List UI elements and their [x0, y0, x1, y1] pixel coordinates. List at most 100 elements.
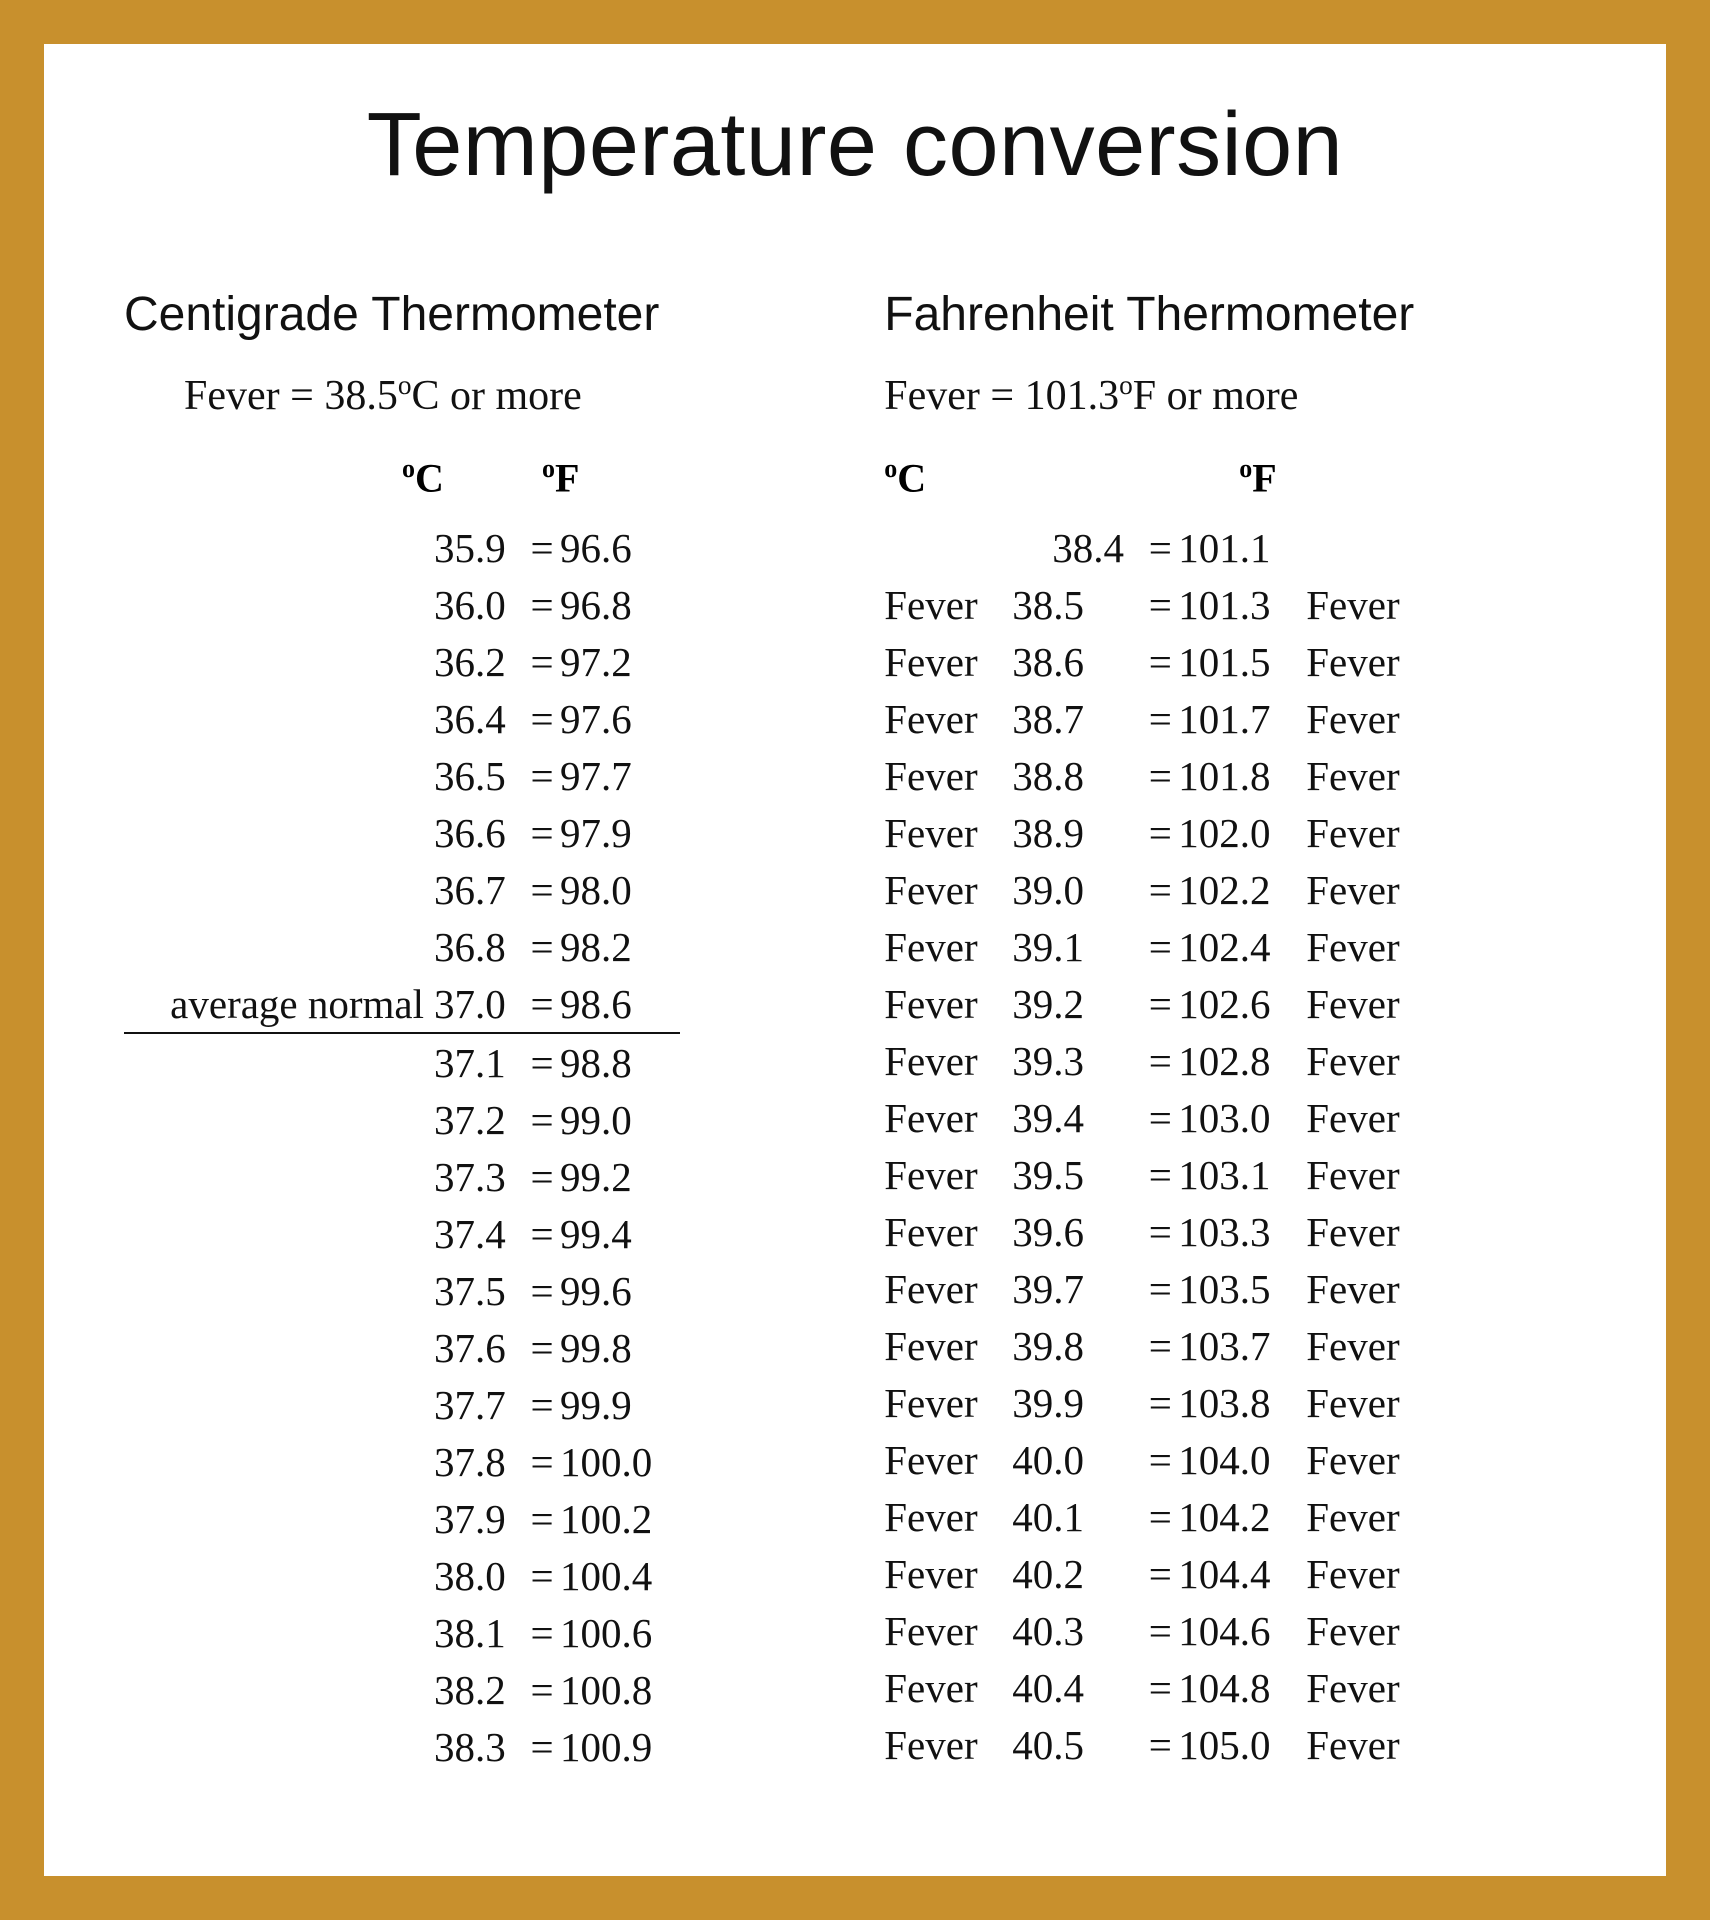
page-title: Temperature conversion	[124, 94, 1586, 197]
equals-sign: =	[524, 1091, 560, 1148]
row-prefix: Fever	[884, 1317, 1012, 1374]
equals-sign: =	[524, 1604, 560, 1661]
row-suffix: Fever	[1298, 975, 1426, 1032]
fahrenheit-value: 104.6	[1178, 1602, 1298, 1659]
row-prefix: Fever	[884, 1431, 1012, 1488]
row-suffix	[680, 1148, 808, 1205]
row-suffix	[680, 1262, 808, 1319]
celsius-value: 38.5	[1012, 576, 1142, 633]
celsius-value: 38.4	[1012, 519, 1142, 576]
table-row: Fever39.3=102.8Fever	[884, 1032, 1426, 1089]
row-suffix: Fever	[1298, 1260, 1426, 1317]
row-prefix	[124, 1490, 434, 1547]
row-suffix	[680, 1547, 808, 1604]
row-suffix: Fever	[1298, 1146, 1426, 1203]
row-suffix: Fever	[1298, 690, 1426, 747]
equals-sign: =	[524, 1490, 560, 1547]
table-row: 36.7=98.0	[124, 861, 808, 918]
equals-sign: =	[1142, 1146, 1178, 1203]
table-row: Fever39.7=103.5Fever	[884, 1260, 1426, 1317]
fever-note-after: F or more	[1133, 373, 1299, 419]
row-prefix	[124, 1718, 434, 1775]
celsius-value: 39.4	[1012, 1089, 1142, 1146]
celsius-value: 38.8	[1012, 747, 1142, 804]
equals-sign: =	[1142, 1659, 1178, 1716]
fahrenheit-value: 99.6	[560, 1262, 680, 1319]
header-celsius: oC	[884, 454, 1229, 501]
fahrenheit-value: 98.0	[560, 861, 680, 918]
celsius-value: 38.6	[1012, 633, 1142, 690]
row-prefix	[124, 1148, 434, 1205]
fever-note-before: Fever = 101.3	[884, 373, 1119, 419]
celsius-value: 37.5	[434, 1262, 524, 1319]
fahrenheit-value: 104.4	[1178, 1545, 1298, 1602]
row-prefix	[124, 861, 434, 918]
row-prefix: Fever	[884, 861, 1012, 918]
table-row: Fever38.8=101.8Fever	[884, 747, 1426, 804]
row-prefix: Fever	[884, 1146, 1012, 1203]
row-suffix	[680, 1604, 808, 1661]
table-row: Fever38.7=101.7Fever	[884, 690, 1426, 747]
fahrenheit-value: 104.2	[1178, 1488, 1298, 1545]
fahrenheit-column: Fahrenheit Thermometer Fever = 101.3oF o…	[884, 287, 1586, 1775]
equals-sign: =	[1142, 918, 1178, 975]
table-row: 37.4=99.4	[124, 1205, 808, 1262]
table-row: 36.6=97.9	[124, 804, 808, 861]
row-prefix	[124, 1262, 434, 1319]
equals-sign: =	[1142, 1032, 1178, 1089]
row-prefix	[124, 1376, 434, 1433]
fahrenheit-value: 103.1	[1178, 1146, 1298, 1203]
celsius-value: 40.0	[1012, 1431, 1142, 1488]
fahrenheit-value: 100.4	[560, 1547, 680, 1604]
celsius-value: 36.4	[434, 690, 524, 747]
row-prefix	[124, 1033, 434, 1091]
row-prefix: Fever	[884, 690, 1012, 747]
fahrenheit-value: 100.9	[560, 1718, 680, 1775]
equals-sign: =	[524, 918, 560, 975]
row-suffix: Fever	[1298, 1716, 1426, 1773]
row-suffix: Fever	[1298, 861, 1426, 918]
centigrade-header-row: oC oF	[124, 454, 826, 501]
fahrenheit-value: 100.0	[560, 1433, 680, 1490]
fahrenheit-value: 102.2	[1178, 861, 1298, 918]
fahrenheit-value: 102.0	[1178, 804, 1298, 861]
row-prefix: Fever	[884, 975, 1012, 1032]
celsius-value: 39.0	[1012, 861, 1142, 918]
celsius-value: 37.2	[434, 1091, 524, 1148]
fahrenheit-value: 101.7	[1178, 690, 1298, 747]
equals-sign: =	[1142, 747, 1178, 804]
table-row: Fever39.0=102.2Fever	[884, 861, 1426, 918]
row-prefix	[124, 918, 434, 975]
equals-sign: =	[524, 1661, 560, 1718]
page: Temperature conversion Centigrade Thermo…	[44, 44, 1666, 1876]
row-prefix	[124, 576, 434, 633]
equals-sign: =	[1142, 1260, 1178, 1317]
fahrenheit-value: 101.8	[1178, 747, 1298, 804]
equals-sign: =	[1142, 861, 1178, 918]
row-suffix: Fever	[1298, 804, 1426, 861]
row-prefix	[124, 519, 434, 576]
row-suffix: Fever	[1298, 1431, 1426, 1488]
row-prefix	[124, 747, 434, 804]
table-row: Fever39.6=103.3Fever	[884, 1203, 1426, 1260]
table-row: Fever39.9=103.8Fever	[884, 1374, 1426, 1431]
fahrenheit-value: 103.8	[1178, 1374, 1298, 1431]
header-fahrenheit: oF	[1239, 454, 1276, 501]
row-suffix	[1298, 519, 1426, 576]
table-row: Fever39.5=103.1Fever	[884, 1146, 1426, 1203]
row-suffix	[680, 1490, 808, 1547]
row-suffix	[680, 975, 808, 1033]
table-row: 37.2=99.0	[124, 1091, 808, 1148]
fahrenheit-value: 99.9	[560, 1376, 680, 1433]
row-suffix	[680, 1376, 808, 1433]
row-suffix: Fever	[1298, 747, 1426, 804]
row-suffix	[680, 747, 808, 804]
equals-sign: =	[524, 1262, 560, 1319]
celsius-value: 38.3	[434, 1718, 524, 1775]
celsius-value: 36.6	[434, 804, 524, 861]
fahrenheit-value: 100.8	[560, 1661, 680, 1718]
equals-sign: =	[1142, 1089, 1178, 1146]
celsius-value: 37.8	[434, 1433, 524, 1490]
table-row: Fever39.4=103.0Fever	[884, 1089, 1426, 1146]
fahrenheit-value: 98.2	[560, 918, 680, 975]
